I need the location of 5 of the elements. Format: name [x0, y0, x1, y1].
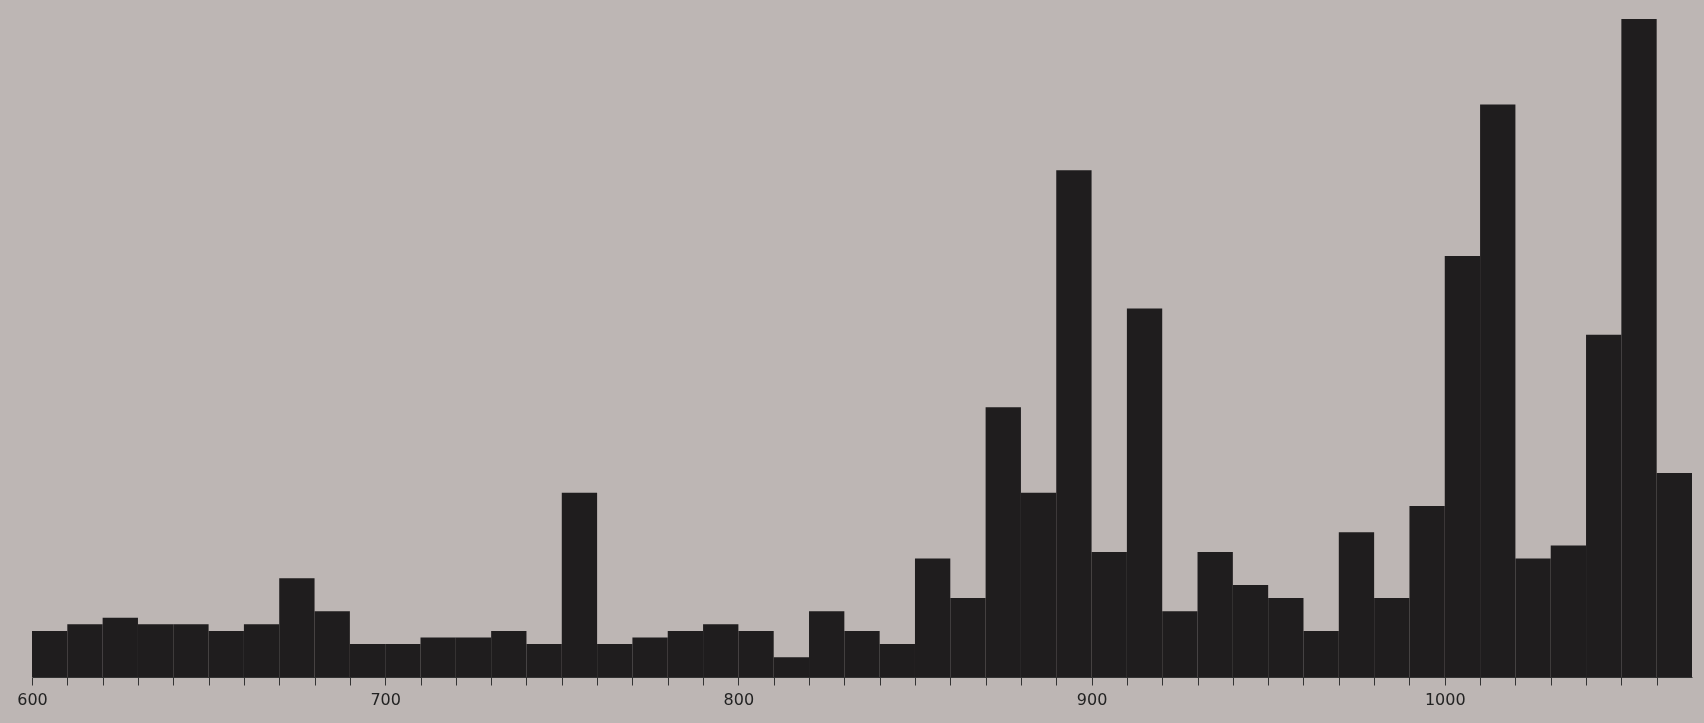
- x-tick-label: 800: [723, 689, 755, 709]
- x-tick-label: 600: [17, 689, 48, 709]
- x-tick-label: 900: [1076, 689, 1108, 709]
- x-tick-label: 1000: [1424, 689, 1466, 709]
- x-tick-label: 700: [370, 689, 401, 709]
